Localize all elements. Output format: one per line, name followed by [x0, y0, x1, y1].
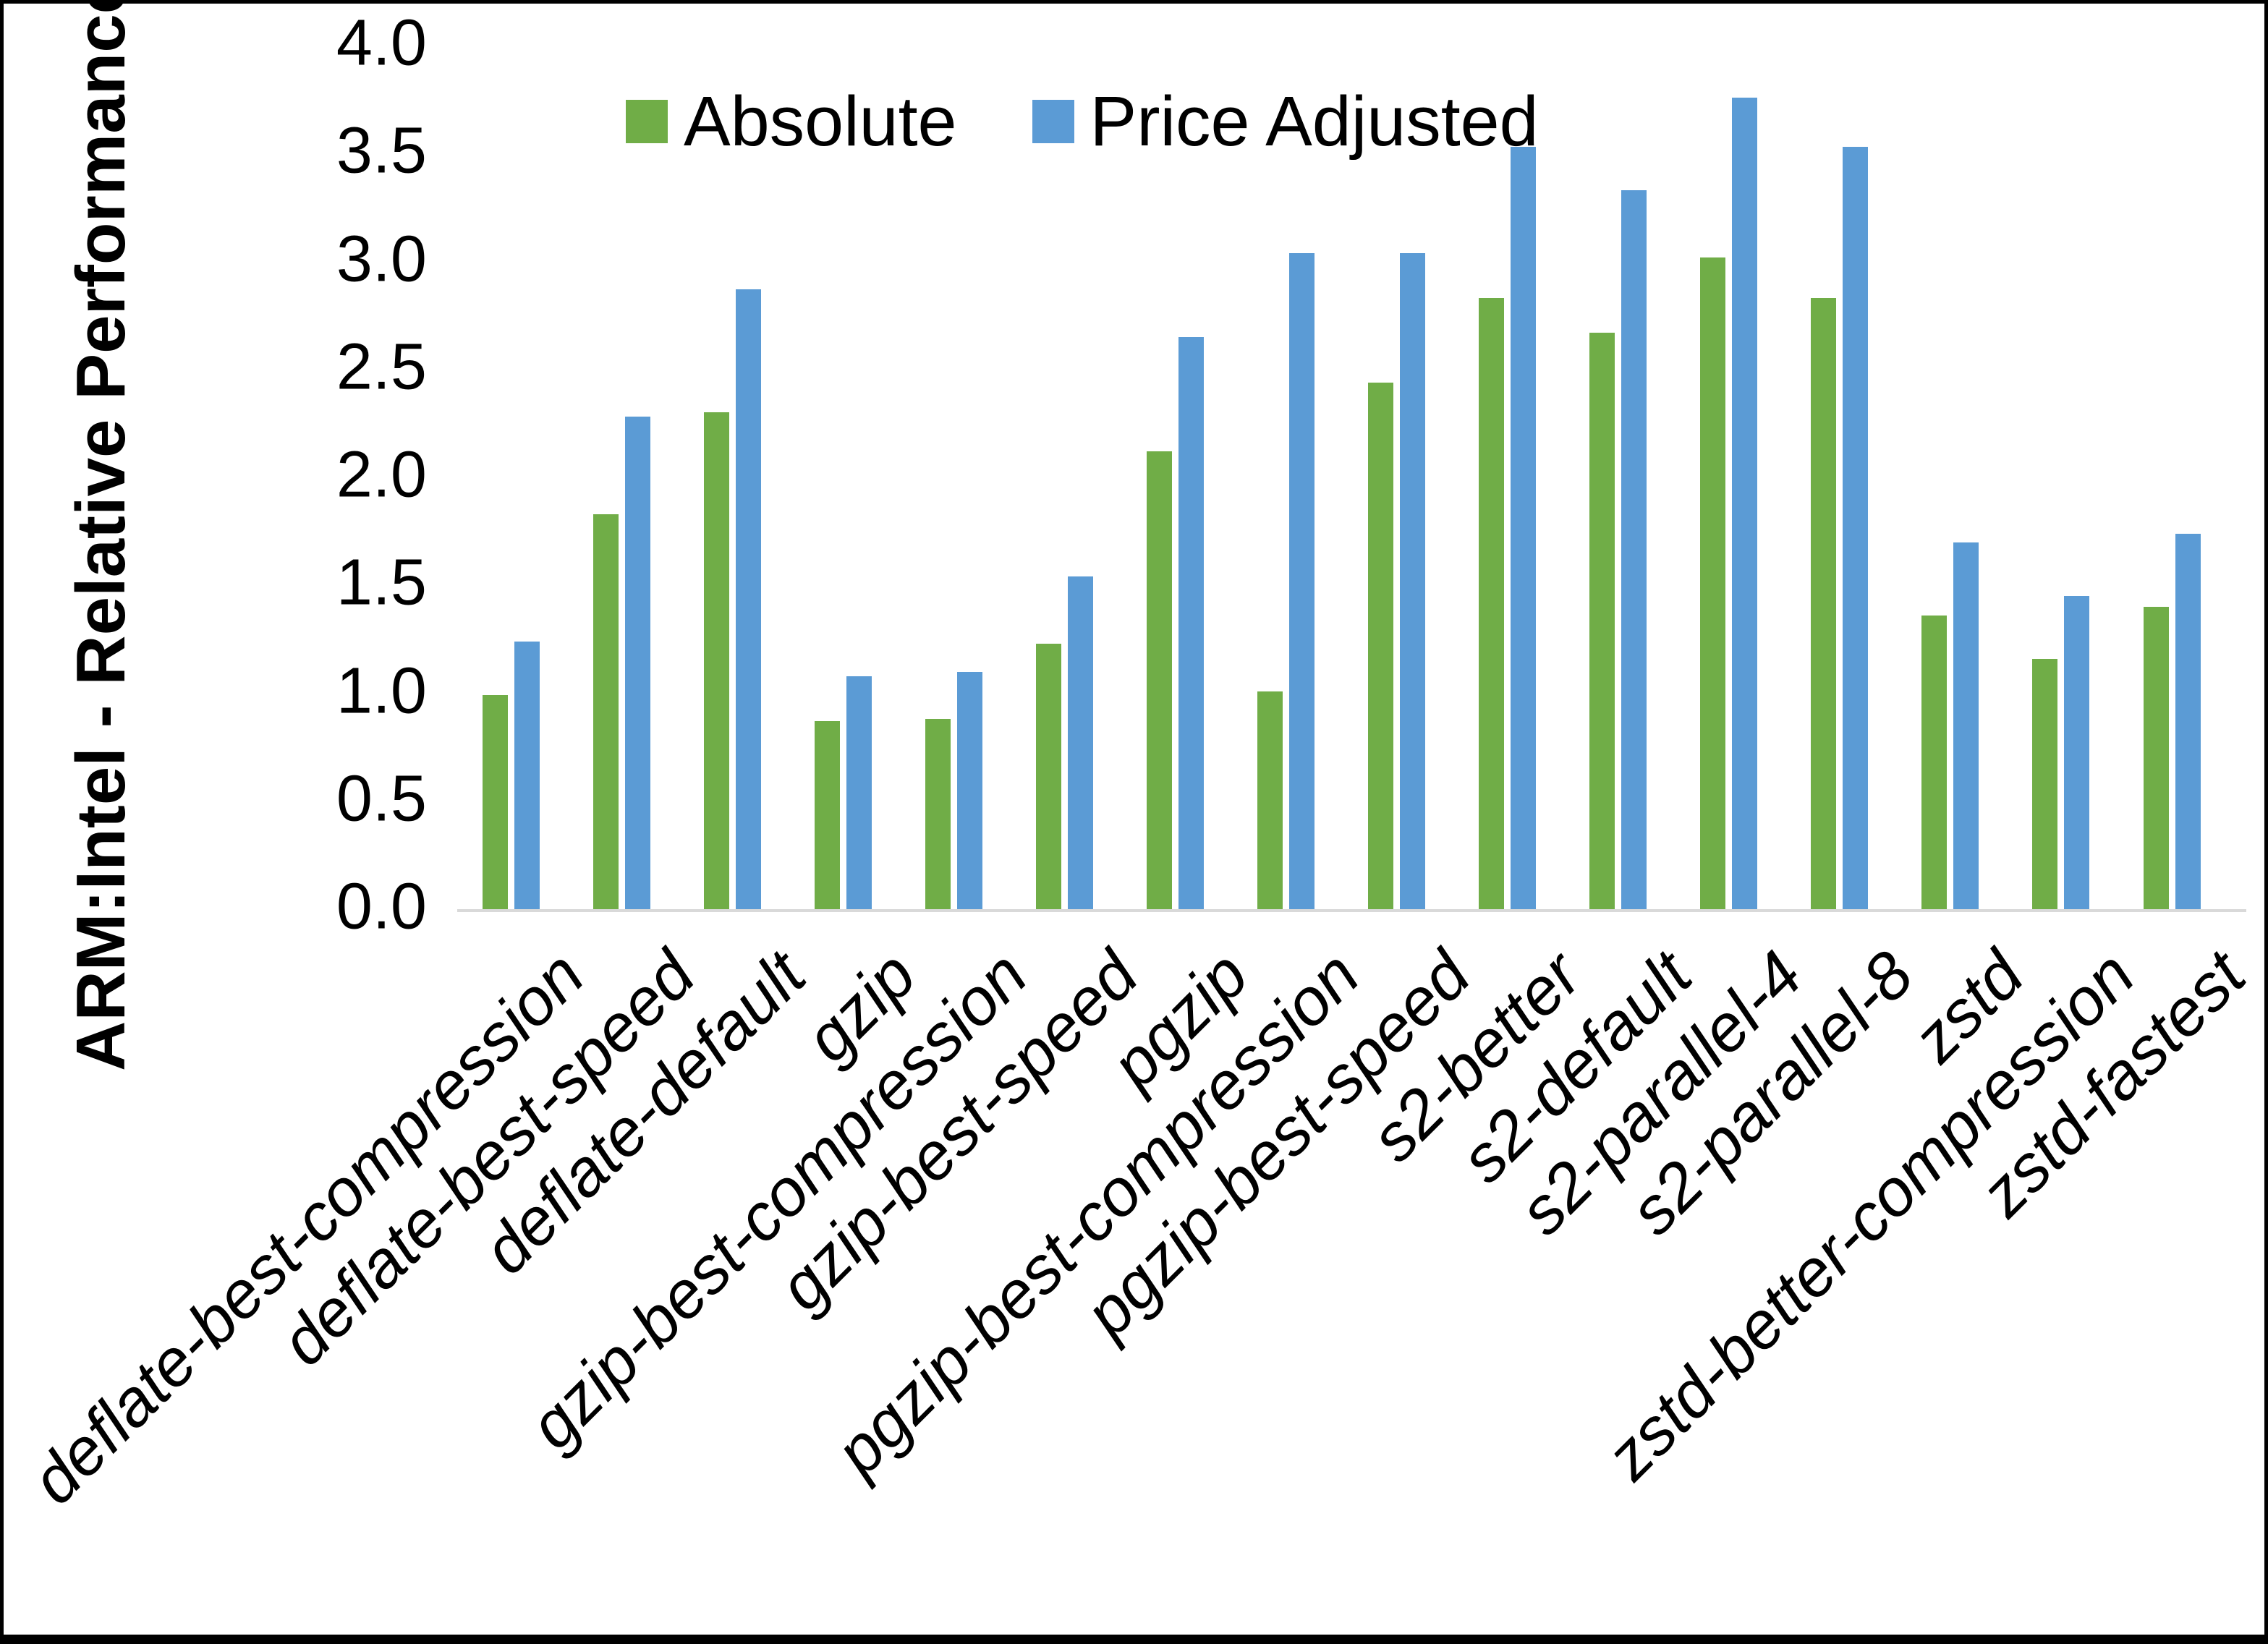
bar-absolute	[2144, 607, 2169, 909]
bar-absolute	[704, 412, 729, 909]
bar-absolute	[1257, 691, 1283, 909]
bar-absolute	[1036, 644, 1061, 909]
y-tick-label: 4.0	[336, 7, 427, 80]
bar-price-adjusted	[957, 672, 982, 909]
bar-absolute	[815, 721, 840, 909]
y-tick-label: 1.0	[336, 654, 427, 727]
bar-price-adjusted	[1732, 98, 1757, 909]
legend: Absolute Price Adjusted	[626, 81, 1539, 162]
bar-price-adjusted	[1511, 147, 1536, 909]
bar-absolute	[1921, 616, 1947, 909]
y-tick-label: 3.0	[336, 222, 427, 295]
legend-swatch-icon	[1032, 100, 1074, 143]
bar-absolute	[483, 695, 508, 909]
bar-price-adjusted	[736, 289, 761, 909]
bar-price-adjusted	[2175, 534, 2201, 909]
bar-price-adjusted	[1178, 337, 1204, 909]
legend-label: Absolute	[684, 82, 957, 161]
bar-absolute	[1147, 451, 1172, 909]
legend-item: Price Adjusted	[1032, 81, 1539, 162]
bar-price-adjusted	[1621, 190, 1647, 909]
bar-absolute	[1368, 383, 1393, 909]
bar-price-adjusted	[1400, 253, 1425, 909]
y-tick-label: 0.0	[336, 870, 427, 943]
bar-price-adjusted	[514, 642, 540, 909]
y-tick-label: 2.5	[336, 331, 427, 404]
legend-item: Absolute	[626, 81, 957, 162]
bar-absolute	[1589, 333, 1615, 909]
bar-absolute	[1479, 298, 1504, 909]
x-axis-line	[457, 909, 2246, 912]
y-tick-label: 0.5	[336, 762, 427, 835]
legend-swatch-icon	[626, 100, 668, 143]
bar-price-adjusted	[2064, 596, 2089, 909]
bar-price-adjusted	[1843, 147, 1868, 909]
bar-absolute	[1700, 257, 1725, 909]
bar-absolute	[925, 719, 951, 909]
y-axis-title: ARM:Intel - Relative Performance	[62, 0, 140, 1071]
y-tick-label: 2.0	[336, 438, 427, 511]
bar-price-adjusted	[625, 417, 650, 909]
bar-absolute	[593, 514, 619, 909]
bar-price-adjusted	[1289, 253, 1314, 909]
bar-price-adjusted	[846, 676, 872, 909]
bar-absolute	[2032, 659, 2057, 909]
legend-label: Price Adjusted	[1090, 82, 1539, 161]
bar-price-adjusted	[1953, 542, 1979, 909]
bar-absolute	[1811, 298, 1836, 909]
y-tick-label: 1.5	[336, 546, 427, 619]
bar-price-adjusted	[1068, 576, 1093, 909]
y-tick-label: 3.5	[336, 114, 427, 187]
